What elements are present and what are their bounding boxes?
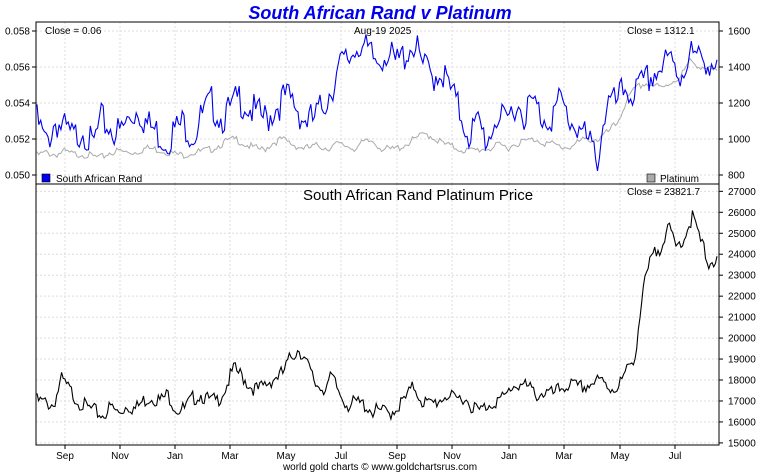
top-right-annotation: Close = 1312.1: [627, 26, 695, 37]
left-tick-label: 0.056: [5, 63, 30, 74]
right-tick-label: 800: [728, 171, 745, 182]
bottom-plot-frame: [35, 183, 720, 446]
right-tick-label: 1200: [728, 99, 751, 110]
top-panel: 0.050 0.052 0.054 0.056 0.058 800 1000 1200 140…: [5, 21, 751, 185]
bottom-panel: 15000 16000 17000 18000 19000 20000 21000 22000…: [35, 183, 756, 449]
x-tick-label: Jan: [167, 451, 183, 462]
x-tick-label: Jul: [669, 451, 682, 462]
right-tick-label: 1000: [728, 135, 751, 146]
x-tick-label: Nov: [443, 451, 461, 462]
right-tick-label: 25000: [728, 229, 756, 240]
x-axis: Sep Nov Jan Mar May Jul Sep Nov Jan Mar May Jul: [56, 445, 681, 462]
right-tick-label: 27000: [728, 187, 756, 198]
right-tick-label: 21000: [728, 313, 756, 324]
top-gridlines: [36, 22, 719, 184]
x-tick-label: Sep: [56, 451, 74, 462]
bottom-chart-title: South African Rand Platinum Price: [303, 187, 533, 204]
legend-platinum-swatch: [646, 173, 656, 183]
rand-series-line: [36, 34, 718, 171]
x-tick-label: Sep: [388, 451, 406, 462]
x-tick-label: May: [277, 451, 296, 462]
x-tick-label: Nov: [111, 451, 129, 462]
right-tick-label: 1400: [728, 63, 751, 74]
right-tick-label: 20000: [728, 334, 756, 345]
right-tick-label: 18000: [728, 376, 756, 387]
legend-rand-swatch: [41, 173, 51, 183]
bottom-gridlines: [36, 184, 719, 445]
right-tick-label: 26000: [728, 208, 756, 219]
x-tick-label: Jan: [501, 451, 517, 462]
right-tick-label: 15000: [728, 438, 756, 449]
right-tick-label: 24000: [728, 250, 756, 261]
top-left-axis: 0.050 0.052 0.054 0.056 0.058: [5, 27, 36, 182]
legend-platinum-label: Platinum: [660, 174, 699, 185]
right-tick-label: 19000: [728, 355, 756, 366]
legend-rand-label: South African Rand: [56, 174, 142, 185]
date-annotation: Aug-19 2025: [354, 26, 412, 37]
bottom-right-axis: 15000 16000 17000 18000 19000 20000 21000 22000…: [719, 187, 756, 449]
platinum-series-line: [36, 57, 718, 160]
footer-credit: world gold charts © www.goldchartsrus.co…: [282, 462, 478, 473]
x-tick-label: May: [611, 451, 630, 462]
bottom-right-annotation: Close = 23821.7: [627, 187, 701, 198]
left-tick-label: 0.058: [5, 27, 30, 38]
left-tick-label: 0.050: [5, 171, 30, 182]
chart-title: South African Rand v Platinum: [248, 3, 512, 23]
right-tick-label: 17000: [728, 396, 756, 407]
right-tick-label: 1600: [728, 27, 751, 38]
left-tick-label: 0.054: [5, 99, 30, 110]
right-tick-label: 16000: [728, 417, 756, 428]
top-right-axis: 800 1000 1200 1400 1600: [719, 27, 751, 182]
right-tick-label: 22000: [728, 292, 756, 303]
price-series-line: [36, 210, 718, 422]
x-tick-label: Mar: [555, 451, 573, 462]
top-left-annotation: Close = 0.06: [45, 26, 102, 37]
left-tick-label: 0.052: [5, 135, 30, 146]
x-tick-label: Mar: [221, 451, 239, 462]
right-tick-label: 23000: [728, 271, 756, 282]
x-tick-label: Jul: [335, 451, 348, 462]
